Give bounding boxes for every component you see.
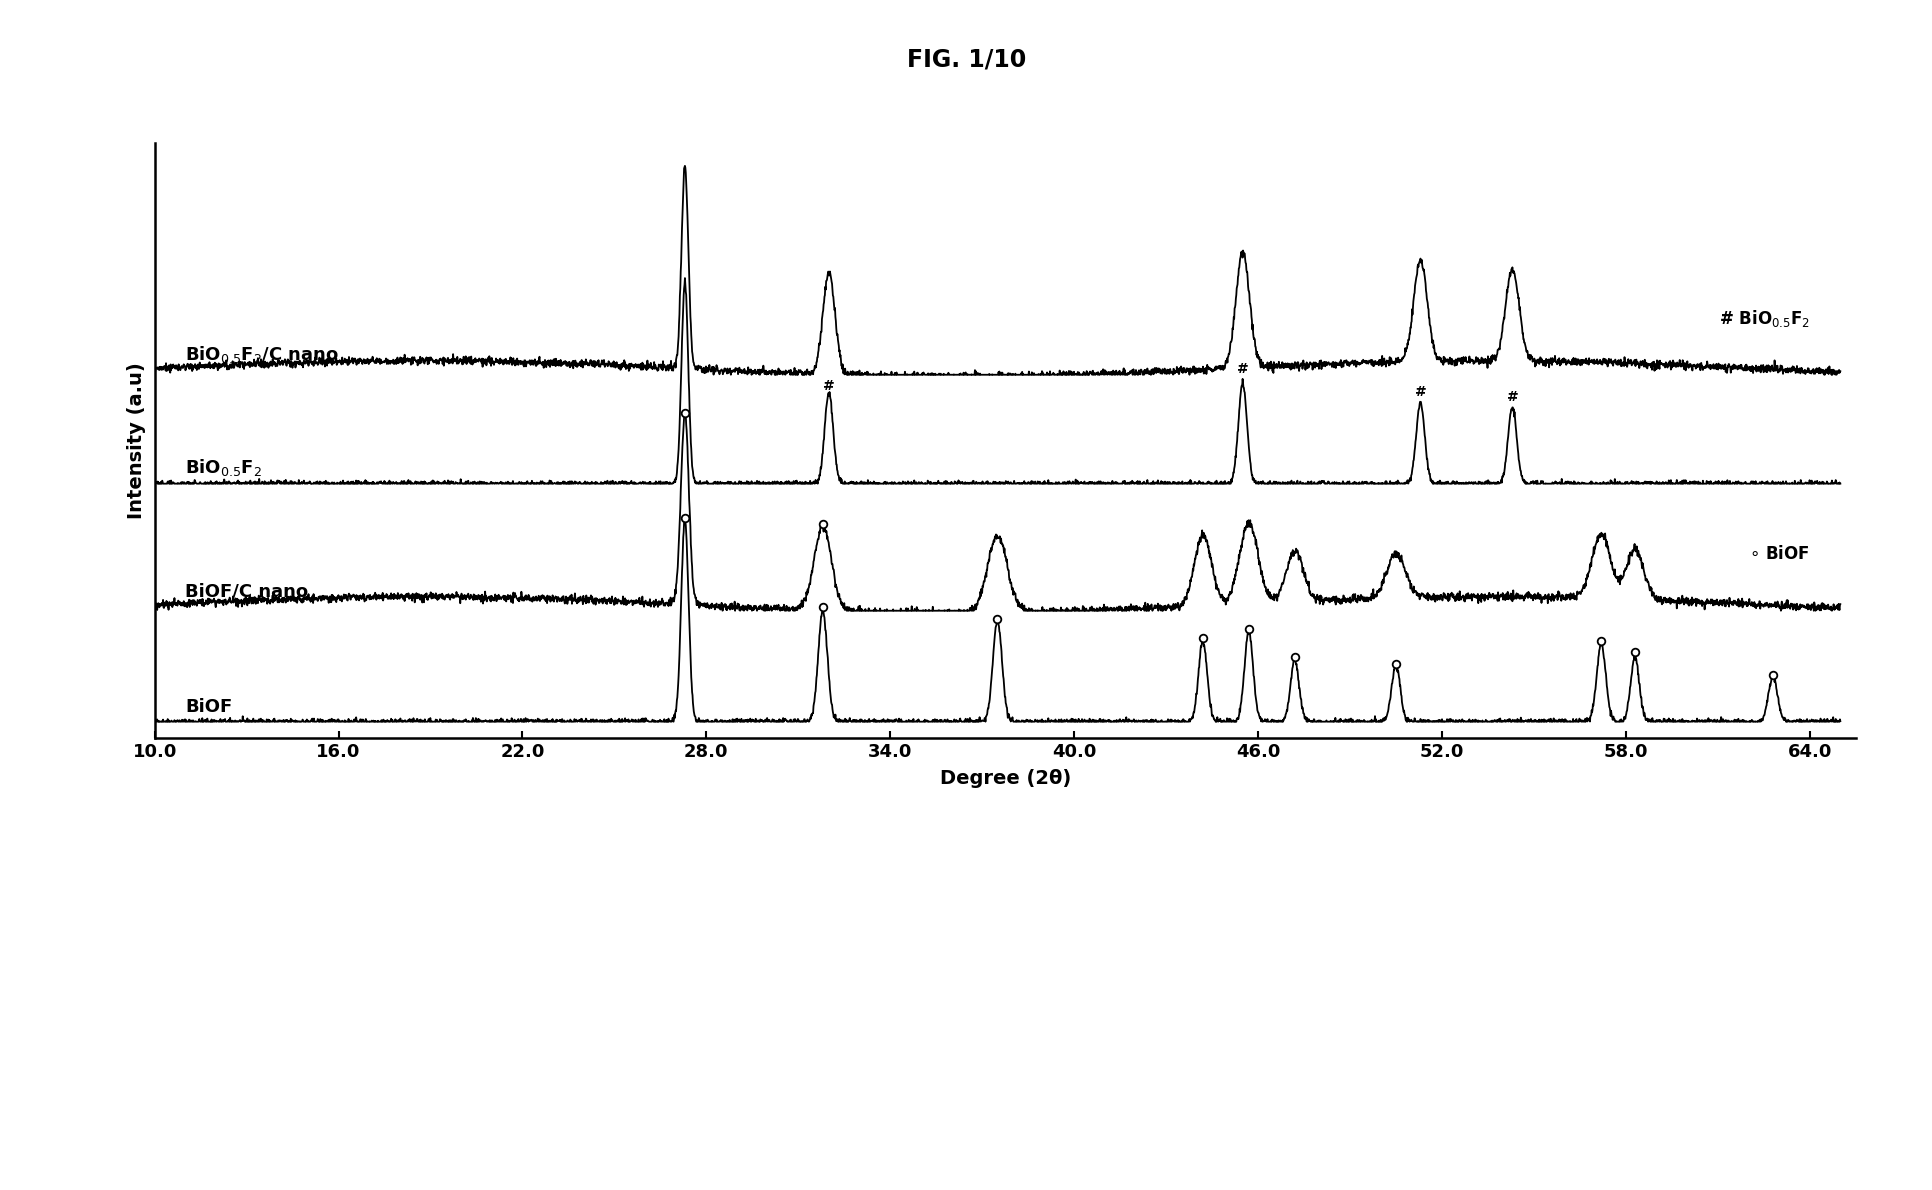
Y-axis label: Intensity (a.u): Intensity (a.u) — [128, 362, 147, 519]
Text: FIG. 1/10: FIG. 1/10 — [906, 48, 1026, 71]
Text: BiOF/C nano: BiOF/C nano — [185, 583, 309, 601]
X-axis label: Degree (2θ): Degree (2θ) — [939, 769, 1070, 788]
Text: #: # — [1505, 390, 1517, 405]
Text: BiO$_{0.5}$F$_{2}$/C nano: BiO$_{0.5}$F$_{2}$/C nano — [185, 344, 340, 364]
Text: BiO$_{0.5}$F$_{2}$: BiO$_{0.5}$F$_{2}$ — [185, 457, 263, 477]
Text: #: # — [823, 380, 835, 393]
Text: # BiO$_{0.5}$F$_{2}$: # BiO$_{0.5}$F$_{2}$ — [1718, 308, 1808, 328]
Text: $\circ$ BiOF: $\circ$ BiOF — [1748, 545, 1808, 563]
Text: #: # — [1236, 362, 1248, 376]
Text: BiOF: BiOF — [185, 697, 232, 715]
Text: #: # — [1414, 384, 1426, 399]
